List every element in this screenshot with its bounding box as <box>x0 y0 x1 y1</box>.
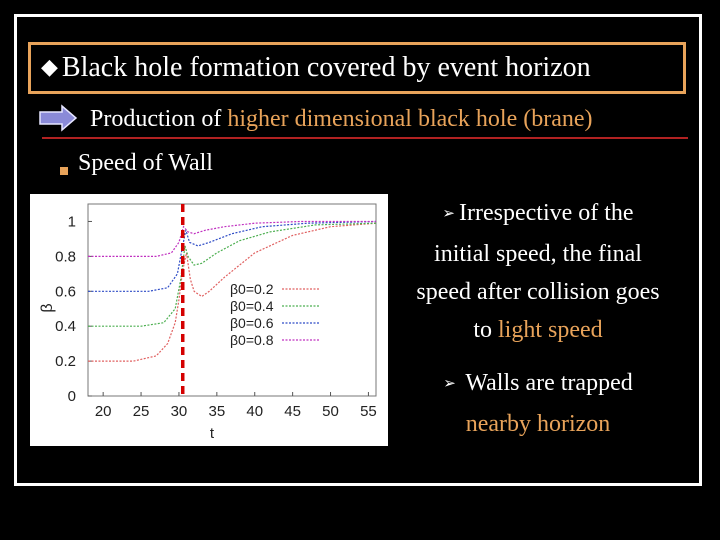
x-tick-label: 20 <box>95 403 112 420</box>
series-line <box>88 220 377 292</box>
bullet-speed-of-wall: Speed of Wall <box>78 150 213 176</box>
y-tick-label: 0.4 <box>55 318 76 335</box>
point1-line1: Irrespective of the <box>459 200 634 226</box>
slide-title-box: ◆ Black hole formation covered by event h… <box>28 42 686 94</box>
point-walls-trapped: ➢ Walls are trapped nearby horizon <box>400 364 676 443</box>
slide-title: Black hole formation covered by event ho… <box>61 52 591 83</box>
legend-label: β0=0.8 <box>230 332 274 348</box>
x-tick-label: 55 <box>360 403 377 420</box>
point2-line1: Walls are trapped <box>465 370 633 396</box>
square-bullet-icon <box>60 167 68 175</box>
right-arrow-icon <box>39 104 78 132</box>
y-tick-label: 1 <box>68 213 76 230</box>
point1-line4-prefix: to <box>473 317 498 343</box>
wall-speed-chart: 20 25 30 35 40 45 50 5500.20.40.60.81tββ0=0.2β0… <box>39 203 377 442</box>
separator-line <box>42 137 688 139</box>
legend-label: β0=0.2 <box>230 281 274 297</box>
y-tick-label: 0.8 <box>55 248 76 265</box>
slide-frame <box>14 14 702 486</box>
y-tick-label: 0 <box>68 388 76 405</box>
x-tick-label: 35 <box>208 403 225 420</box>
series-line <box>88 222 377 362</box>
diamond-bullet-icon: ◆ <box>41 54 58 79</box>
point1-line4-highlight: light speed <box>498 317 603 343</box>
series-line <box>88 220 376 258</box>
point2-line2: nearby horizon <box>465 411 611 437</box>
legend-label: β0=0.4 <box>230 298 274 314</box>
x-tick-label: 25 <box>133 403 150 420</box>
y-tick-label: 0.2 <box>55 353 76 370</box>
legend-label: β0=0.6 <box>230 315 274 331</box>
point1-line2: initial speed, the final <box>434 241 642 267</box>
x-tick-label: 30 <box>171 403 188 420</box>
subtitle-prefix: Production of <box>90 106 228 132</box>
arrow-bullet-icon: ➢ <box>442 206 455 222</box>
point-irrespective: ➢ Irrespective of the initial speed, the … <box>392 194 684 349</box>
y-axis-label: β <box>39 303 56 312</box>
subtitle: Production of higher dimensional black h… <box>90 106 593 133</box>
plot-area <box>87 203 377 397</box>
point1-line3: speed after collision goes <box>416 279 660 305</box>
x-tick-label: 50 <box>322 403 339 420</box>
x-tick-label: 40 <box>246 403 263 420</box>
arrow-bullet-icon: ➢ <box>443 376 456 392</box>
x-tick-label: 45 <box>284 403 301 420</box>
x-axis-label: t <box>210 425 215 442</box>
y-tick-label: 0.6 <box>55 283 76 300</box>
subtitle-highlight: higher dimensional black hole (brane) <box>227 106 593 132</box>
chart-panel: 20 25 30 35 40 45 50 55 0 0.2 0.4 0.6 0.8 1 t β β0=0.2 β0… <box>30 194 388 446</box>
